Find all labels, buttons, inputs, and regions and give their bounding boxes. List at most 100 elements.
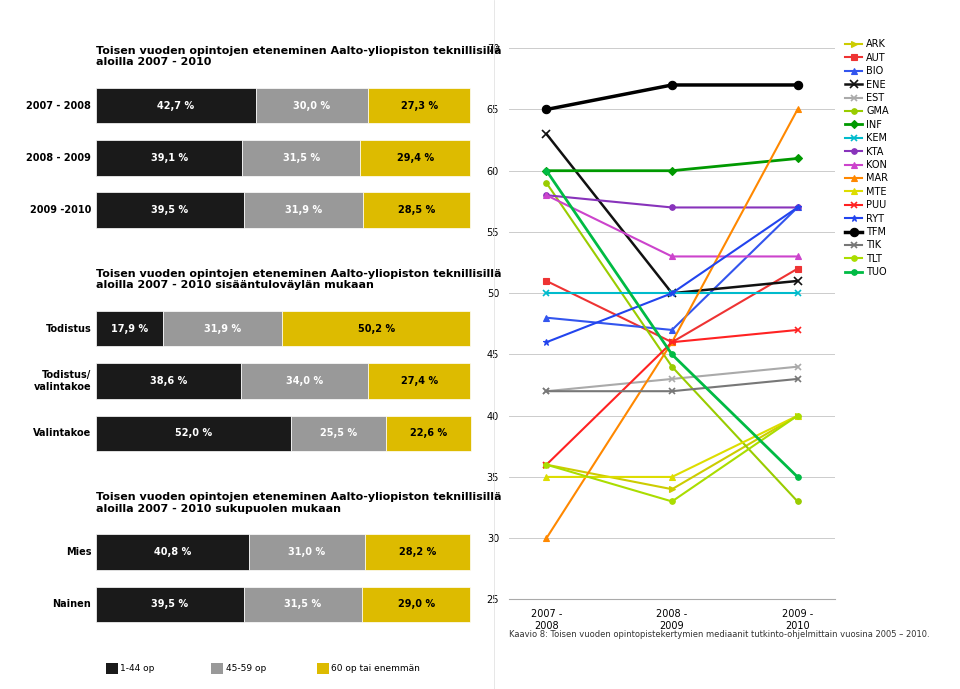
TLT xyxy=(540,460,552,469)
TUO xyxy=(666,350,678,358)
FancyBboxPatch shape xyxy=(96,415,291,451)
Line: KON: KON xyxy=(543,192,801,259)
Text: 22,6 %: 22,6 % xyxy=(410,428,447,438)
FancyBboxPatch shape xyxy=(96,535,249,570)
Text: Nainen: Nainen xyxy=(53,599,91,609)
FancyBboxPatch shape xyxy=(244,192,363,227)
Line: MAR: MAR xyxy=(543,107,801,541)
Text: Mies: Mies xyxy=(65,547,91,557)
Text: 40,8 %: 40,8 % xyxy=(154,547,191,557)
EST xyxy=(540,387,552,395)
Text: Toisen vuoden opintojen eteneminen Aalto-yliopiston teknillisillä
aloilla 2007 -: Toisen vuoden opintojen eteneminen Aalto… xyxy=(96,269,501,291)
Text: 50,2 %: 50,2 % xyxy=(358,324,395,334)
FancyBboxPatch shape xyxy=(369,88,470,123)
Line: KEM: KEM xyxy=(543,290,801,297)
FancyBboxPatch shape xyxy=(96,311,163,347)
FancyBboxPatch shape xyxy=(386,415,470,451)
TFM xyxy=(792,81,804,89)
FancyBboxPatch shape xyxy=(211,663,223,674)
Text: 39,5 %: 39,5 % xyxy=(152,205,188,215)
Line: GMA: GMA xyxy=(543,181,801,504)
FancyBboxPatch shape xyxy=(96,141,242,176)
MTE xyxy=(792,411,804,420)
BIO xyxy=(540,313,552,322)
KON xyxy=(666,252,678,260)
ARK xyxy=(792,411,804,420)
ARK xyxy=(666,485,678,493)
Line: TLT: TLT xyxy=(543,413,801,504)
KON xyxy=(792,252,804,260)
INF xyxy=(666,167,678,175)
Line: TIK: TIK xyxy=(543,376,801,395)
AUT xyxy=(666,338,678,347)
TFM xyxy=(540,105,552,114)
FancyBboxPatch shape xyxy=(106,663,117,674)
FancyBboxPatch shape xyxy=(242,141,360,176)
Text: Toisen vuoden opintojen eteneminen Aalto-yliopiston teknillisillä
aloilla 2007 -: Toisen vuoden opintojen eteneminen Aalto… xyxy=(96,492,501,513)
FancyBboxPatch shape xyxy=(96,88,256,123)
FancyBboxPatch shape xyxy=(282,311,470,347)
MAR xyxy=(792,105,804,114)
ARK xyxy=(540,460,552,469)
Text: Valintakoe: Valintakoe xyxy=(33,428,91,438)
Text: 29,0 %: 29,0 % xyxy=(397,599,435,609)
Text: 1-44 op: 1-44 op xyxy=(120,664,155,673)
Text: Kaavio 8: Toisen vuoden opintopistekertymien mediaanit tutkinto-ohjelmittain vuo: Kaavio 8: Toisen vuoden opintopistekerty… xyxy=(509,630,929,639)
FancyBboxPatch shape xyxy=(96,192,244,227)
Text: 38,6 %: 38,6 % xyxy=(150,376,187,386)
KTA xyxy=(792,203,804,212)
Line: ENE: ENE xyxy=(542,130,802,298)
Text: 31,9 %: 31,9 % xyxy=(285,205,323,215)
FancyBboxPatch shape xyxy=(362,586,470,621)
Line: RYT: RYT xyxy=(543,204,801,346)
Text: 25,5 %: 25,5 % xyxy=(320,428,357,438)
Line: MTE: MTE xyxy=(543,413,801,480)
Line: TFM: TFM xyxy=(542,81,802,114)
FancyBboxPatch shape xyxy=(317,663,329,674)
Text: Todistus/
valintakoe: Todistus/ valintakoe xyxy=(34,370,91,392)
Text: 31,0 %: 31,0 % xyxy=(288,547,325,557)
PUU xyxy=(666,338,678,347)
AUT xyxy=(540,277,552,285)
Line: KTA: KTA xyxy=(543,192,801,210)
Line: PUU: PUU xyxy=(543,327,801,468)
KEM xyxy=(792,289,804,298)
KON xyxy=(540,191,552,199)
TLT xyxy=(792,411,804,420)
KTA xyxy=(540,191,552,199)
MAR xyxy=(666,338,678,347)
PUU xyxy=(792,326,804,334)
RYT xyxy=(792,203,804,212)
Text: 30,0 %: 30,0 % xyxy=(294,101,330,111)
Text: Toisen vuoden opintojen eteneminen Aalto-yliopiston teknillisillä
aloilla 2007 -: Toisen vuoden opintojen eteneminen Aalto… xyxy=(96,45,501,68)
Line: ARK: ARK xyxy=(543,413,801,492)
INF xyxy=(540,167,552,175)
INF xyxy=(792,154,804,163)
FancyBboxPatch shape xyxy=(249,535,365,570)
Legend: ARK, AUT, BIO, ENE, EST, GMA, INF, KEM, KTA, KON, MAR, MTE, PUU, RYT, TFM, TIK, : ARK, AUT, BIO, ENE, EST, GMA, INF, KEM, … xyxy=(845,39,889,277)
TLT xyxy=(666,497,678,506)
FancyBboxPatch shape xyxy=(244,586,362,621)
Text: Todistus: Todistus xyxy=(45,324,91,334)
Line: INF: INF xyxy=(543,156,801,174)
BIO xyxy=(666,326,678,334)
MTE xyxy=(666,473,678,481)
Text: 31,5 %: 31,5 % xyxy=(284,599,322,609)
Text: 31,9 %: 31,9 % xyxy=(204,324,241,334)
ENE xyxy=(666,289,678,298)
MAR xyxy=(540,534,552,542)
PUU xyxy=(540,460,552,469)
KEM xyxy=(540,289,552,298)
ENE xyxy=(540,130,552,138)
Text: 45-59 op: 45-59 op xyxy=(226,664,266,673)
Text: 28,2 %: 28,2 % xyxy=(399,547,436,557)
Text: 28,5 %: 28,5 % xyxy=(398,205,435,215)
Text: 2009 -2010: 2009 -2010 xyxy=(30,205,91,215)
TUO xyxy=(540,167,552,175)
Line: EST: EST xyxy=(543,363,801,395)
TUO xyxy=(792,473,804,481)
KEM xyxy=(666,289,678,298)
Text: 52,0 %: 52,0 % xyxy=(175,428,212,438)
Text: 39,5 %: 39,5 % xyxy=(152,599,188,609)
BIO xyxy=(792,203,804,212)
